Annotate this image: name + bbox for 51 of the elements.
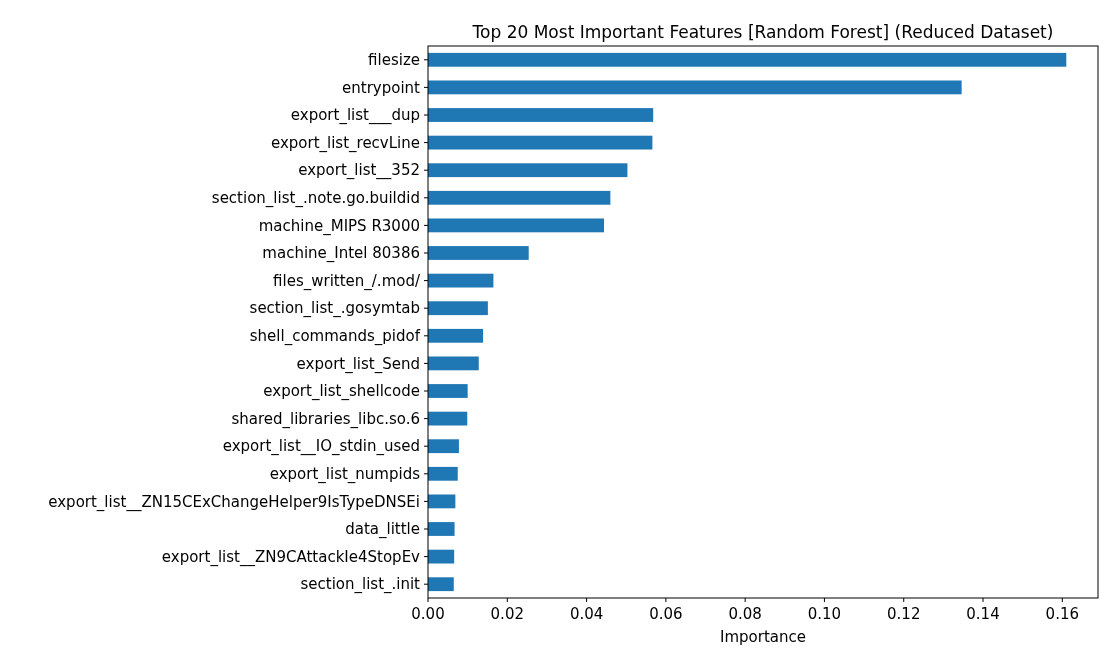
bar <box>428 411 468 426</box>
bar <box>428 439 459 454</box>
bar <box>428 135 653 150</box>
y-tick-label: machine_MIPS R3000 <box>258 216 420 236</box>
y-tick-label: export_list__352 <box>298 161 420 181</box>
bar <box>428 384 468 398</box>
y-tick-label: files_written_/.mod/ <box>273 271 421 291</box>
y-tick-label: export_list_shellcode <box>263 382 420 402</box>
y-tick-label: data_little <box>345 520 420 540</box>
y-tick-label: machine_Intel 80386 <box>262 244 420 264</box>
y-tick-label: export_list_Send <box>296 354 420 374</box>
y-tick-label: shared_libraries_libc.so.6 <box>231 409 420 429</box>
y-tick-label: export_list__IO_stdin_used <box>222 437 420 457</box>
y-tick-label: export_list__ZN9CAttackIe4StopEv <box>161 547 421 567</box>
bar <box>428 522 455 536</box>
bar <box>428 328 484 343</box>
x-tick-label: 0.06 <box>649 605 683 623</box>
x-tick-label: 0.00 <box>411 605 445 623</box>
x-tick-label: 0.16 <box>1045 605 1080 623</box>
x-axis-title: Importance <box>720 628 806 646</box>
bar <box>428 494 456 509</box>
bar <box>428 163 628 178</box>
y-tick-label: filesize <box>368 51 420 70</box>
x-tick-label: 0.12 <box>887 605 921 623</box>
x-tick-label: 0.04 <box>569 605 604 623</box>
bar <box>428 218 605 233</box>
x-tick-label: 0.08 <box>728 605 762 623</box>
x-tick-label: 0.14 <box>966 605 1000 623</box>
y-tick-label: shell_commands_pidof <box>249 327 421 347</box>
chart-title: Top 20 Most Important Features [Random Forest] (Reduced Dataset) <box>471 22 1054 42</box>
y-tick-label: section_list_.note.go.buildid <box>211 189 420 209</box>
y-tick-label: section_list_.init <box>300 575 421 595</box>
y-tick-label: export_list_numpids <box>269 465 421 485</box>
x-tick-label: 0.02 <box>490 605 524 623</box>
bar <box>428 246 529 260</box>
y-tick-label: entrypoint <box>342 78 421 97</box>
y-tick-label: export_list___dup <box>290 106 420 126</box>
y-tick-label: export_list_recvLine <box>270 133 420 153</box>
y-tick-label: export_list__ZN15CExChangeHelper9IsTypeDNSEi <box>48 492 420 512</box>
bar <box>428 301 488 316</box>
bar <box>428 466 458 481</box>
bar <box>428 577 454 592</box>
y-tick-label: section_list_.gosymtab <box>249 299 420 319</box>
bar <box>428 80 962 95</box>
bar <box>428 356 479 371</box>
bar <box>428 52 1067 67</box>
x-tick-label: 0.10 <box>807 605 842 623</box>
bar <box>428 190 611 205</box>
bar <box>428 108 654 122</box>
bar <box>428 549 455 564</box>
bar <box>428 273 494 288</box>
